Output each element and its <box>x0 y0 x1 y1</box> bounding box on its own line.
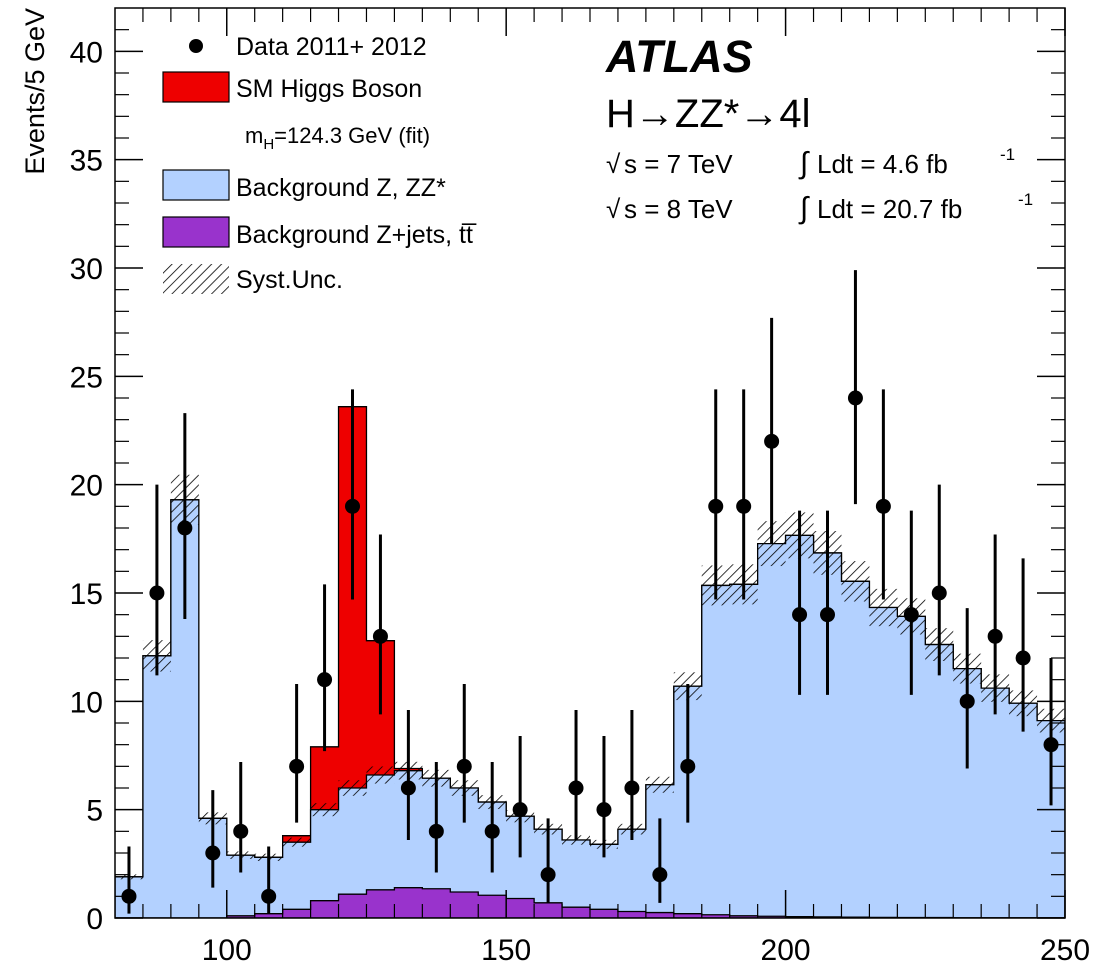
data-point <box>177 520 193 536</box>
experiment-annotation: ATLAS H→ZZ*→4l √ s = 7 TeV ∫ Ldt = 4.6 f… <box>605 31 1033 225</box>
sqrt-symbol-7tev: √ <box>606 149 621 179</box>
data-point <box>149 585 165 601</box>
legend-label-data: Data 2011+ 2012 <box>236 33 427 61</box>
energy-7tev: s = 7 TeV <box>624 149 733 179</box>
data-point <box>512 802 528 818</box>
data-point <box>456 758 472 774</box>
data-point <box>596 802 612 818</box>
data-point <box>820 607 835 623</box>
data-point <box>736 498 752 514</box>
data-point <box>372 628 388 644</box>
data-point <box>484 823 500 839</box>
y-tick-label: 0 <box>86 903 103 936</box>
data-point <box>624 780 640 796</box>
x-tick-label: 100 <box>202 934 252 967</box>
lumi-8tev: Ldt = 20.7 fb <box>817 194 962 224</box>
legend-label-zz: Background Z, ZZ* <box>236 174 446 202</box>
y-tick-label: 15 <box>70 578 103 611</box>
legend-label-higgs: SM Higgs Boson <box>236 75 422 103</box>
data-point <box>708 498 724 514</box>
y-tick-label: 5 <box>86 795 103 828</box>
y-tick-label: 25 <box>70 361 103 394</box>
data-point <box>764 433 780 449</box>
data-points <box>121 270 1059 914</box>
atlas-label: ATLAS <box>605 31 753 82</box>
data-point <box>959 693 975 709</box>
data-point <box>400 780 416 796</box>
integral-symbol-7tev: ∫ <box>798 147 810 180</box>
syst-band-bin <box>338 780 367 796</box>
syst-band-bin <box>645 776 674 793</box>
legend-marker-data <box>189 39 203 53</box>
syst-band-bin <box>841 561 870 602</box>
lumi-7tev-exponent: -1 <box>1000 145 1015 164</box>
channel-label: H→ZZ*→4l <box>606 92 810 136</box>
data-point <box>345 498 360 514</box>
data-point <box>875 498 891 514</box>
sqrt-symbol-8tev: √ <box>606 194 621 224</box>
x-tick-label: 250 <box>1040 934 1090 967</box>
data-point <box>847 390 863 406</box>
data-point <box>205 845 221 861</box>
legend: Data 2011+ 2012 SM Higgs Boson mH=124.3 … <box>162 33 477 294</box>
y-tick-label: 40 <box>70 36 103 69</box>
legend-swatch-zjets <box>162 216 230 248</box>
y-tick-label: 10 <box>70 686 103 719</box>
data-point <box>903 607 919 623</box>
integral-symbol-8tev: ∫ <box>798 192 810 225</box>
data-point <box>428 823 444 839</box>
y-tick-label: 30 <box>70 253 103 286</box>
axis-ticks: 0 5 10 15 20 25 30 35 40 100 150 200 250 <box>70 8 1090 967</box>
data-point <box>987 628 1003 644</box>
legend-swatch-zz <box>162 169 230 201</box>
data-point <box>261 888 277 904</box>
data-point <box>317 672 333 688</box>
y-tick-label: 35 <box>70 145 103 178</box>
syst-band-bin <box>282 837 311 847</box>
lumi-8tev-exponent: -1 <box>1018 190 1033 209</box>
data-point <box>289 758 305 774</box>
syst-band-bin <box>310 803 339 817</box>
y-axis-label: Events/5 GeV <box>20 8 50 175</box>
legend-label-mass: mH=124.3 GeV (fit) <box>245 123 430 153</box>
data-point <box>652 867 668 883</box>
energy-8tev: s = 8 TeV <box>624 194 733 224</box>
legend-swatch-higgs <box>162 71 230 103</box>
data-point <box>680 758 696 774</box>
legend-swatch-syst <box>163 264 229 294</box>
data-point <box>540 867 556 883</box>
data-point <box>931 585 947 601</box>
data-point <box>792 607 808 623</box>
lumi-7tev: Ldt = 4.6 fb <box>817 149 948 179</box>
legend-label-syst: Syst.Unc. <box>236 266 343 294</box>
data-point <box>568 780 584 796</box>
x-tick-label: 150 <box>481 934 531 967</box>
legend-label-zjets: Background Z+jets, tt̅ <box>236 221 477 249</box>
data-point <box>1015 650 1031 666</box>
syst-band-bin <box>366 766 395 784</box>
y-tick-label: 20 <box>70 470 103 503</box>
x-tick-label: 200 <box>761 934 811 967</box>
data-point <box>233 823 249 839</box>
